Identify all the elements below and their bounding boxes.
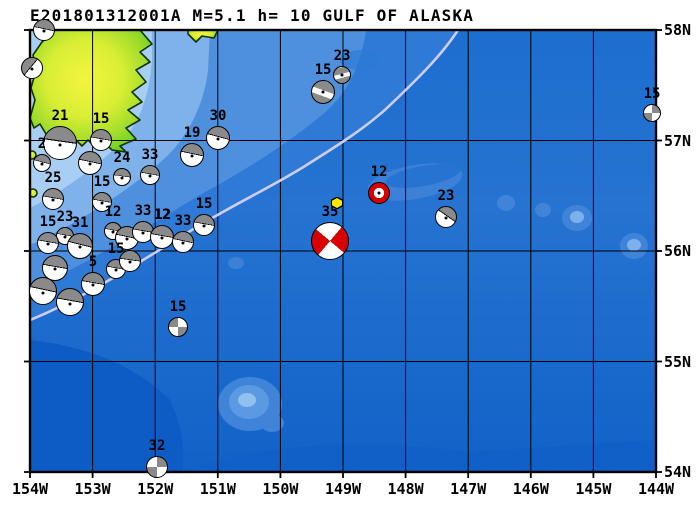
figure-title: E201801312001A M=5.1 h= 10 GULF OF ALASK… [30,6,475,25]
map-frame [28,28,658,474]
bathy-swirls [218,50,648,432]
island [30,188,38,198]
land-kenai-tip [187,30,219,43]
deep-basin [30,340,184,472]
deep-basin-bottom [182,440,656,472]
